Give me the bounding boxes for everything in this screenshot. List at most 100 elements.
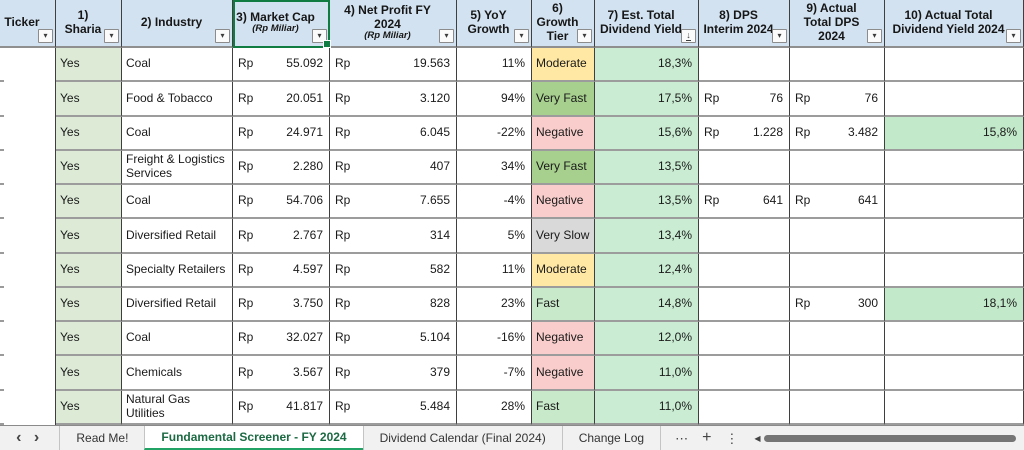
cell-yoy[interactable]: 34% xyxy=(457,150,532,186)
cell-yoy[interactable]: 5% xyxy=(457,219,532,254)
cell-est_yield[interactable]: 13,5% xyxy=(595,150,699,186)
filter-dropdown-icon[interactable]: ▾ xyxy=(577,29,592,43)
cell-actual_yield[interactable] xyxy=(885,219,1024,254)
filter-dropdown-icon[interactable]: ▾ xyxy=(772,29,787,43)
cell-tier[interactable]: Moderate xyxy=(532,48,595,83)
cell-est_yield[interactable]: 13,4% xyxy=(595,219,699,254)
cell-est_yield[interactable]: 11,0% xyxy=(595,356,699,391)
cell-actual_dps[interactable] xyxy=(790,322,885,357)
cell-industry[interactable]: Coal xyxy=(122,48,233,83)
cell-market_cap[interactable]: Rp 2.280 xyxy=(233,150,330,186)
sheet-menu-icon[interactable]: ⋮ xyxy=(725,430,739,446)
column-header-tier[interactable]: 6) Growth Tier ▾ xyxy=(532,0,595,48)
cell-actual_dps[interactable] xyxy=(790,48,885,83)
cell-actual_yield[interactable] xyxy=(885,322,1024,357)
cell-industry[interactable]: Food & Tobacco xyxy=(122,82,233,117)
cell-sharia[interactable]: Yes xyxy=(56,185,122,220)
cell-tier[interactable]: Negative xyxy=(532,116,595,151)
cell-sharia[interactable]: Yes xyxy=(56,116,122,151)
cell-dps_interim[interactable] xyxy=(699,219,790,254)
cell-industry[interactable]: Diversified Retail xyxy=(122,219,233,254)
cell-ticker[interactable] xyxy=(0,356,56,391)
cell-market_cap[interactable]: Rp 55.092 xyxy=(233,48,330,83)
add-sheet-button[interactable]: + xyxy=(702,429,712,446)
cell-sharia[interactable]: Yes xyxy=(56,390,122,425)
cell-ticker[interactable] xyxy=(0,185,56,220)
column-header-yoy[interactable]: 5) YoY Growth ▾ xyxy=(457,0,532,48)
cell-dps_interim[interactable] xyxy=(699,322,790,357)
cell-industry[interactable]: Coal xyxy=(122,322,233,357)
cell-actual_yield[interactable]: 15,8% xyxy=(885,116,1024,151)
cell-est_yield[interactable]: 18,3% xyxy=(595,48,699,83)
filter-sort-icon[interactable]: ↓ xyxy=(681,29,696,43)
cell-actual_dps[interactable] xyxy=(790,253,885,288)
scrollbar-left-arrow-icon[interactable]: ◀ xyxy=(754,433,761,443)
cell-dps_interim[interactable]: Rp 76 xyxy=(699,82,790,117)
filter-dropdown-icon[interactable]: ▾ xyxy=(439,29,454,43)
cell-market_cap[interactable]: Rp 54.706 xyxy=(233,185,330,220)
cell-sharia[interactable]: Yes xyxy=(56,287,122,323)
cell-net_profit[interactable]: Rp 6.045 xyxy=(330,116,457,151)
cell-net_profit[interactable]: Rp 5.104 xyxy=(330,322,457,357)
cell-net_profit[interactable]: Rp 407 xyxy=(330,150,457,186)
cell-tier[interactable]: Negative xyxy=(532,322,595,357)
cell-actual_dps[interactable]: Rp 641 xyxy=(790,185,885,220)
cell-net_profit[interactable]: Rp 3.120 xyxy=(330,82,457,117)
cell-dps_interim[interactable] xyxy=(699,48,790,83)
cell-net_profit[interactable]: Rp 582 xyxy=(330,253,457,288)
cell-industry[interactable]: Coal xyxy=(122,185,233,220)
cell-industry[interactable]: Freight & Logistics Services xyxy=(122,150,233,186)
column-header-market_cap[interactable]: 3) Market Cap (Rp Miliar) ▾ xyxy=(233,0,331,48)
sheet-tab-read-me[interactable]: Read Me! xyxy=(59,426,144,450)
filter-dropdown-icon[interactable]: ▾ xyxy=(1006,29,1021,43)
cell-actual_yield[interactable] xyxy=(885,150,1024,186)
cell-tier[interactable]: Negative xyxy=(532,185,595,220)
cell-market_cap[interactable]: Rp 3.750 xyxy=(233,287,330,323)
cell-market_cap[interactable]: Rp 24.971 xyxy=(233,116,330,151)
cell-actual_yield[interactable] xyxy=(885,356,1024,391)
cell-dps_interim[interactable] xyxy=(699,150,790,186)
sheet-tab-fundamental-screener-fy-2024[interactable]: Fundamental Screener - FY 2024 xyxy=(144,426,363,450)
cell-yoy[interactable]: 94% xyxy=(457,82,532,117)
cell-yoy[interactable]: 28% xyxy=(457,390,532,425)
filter-dropdown-icon[interactable]: ▾ xyxy=(38,29,53,43)
sheet-nav-right-icon[interactable]: › xyxy=(33,429,40,446)
cell-est_yield[interactable]: 17,5% xyxy=(595,82,699,117)
cell-dps_interim[interactable]: Rp 641 xyxy=(699,185,790,220)
cell-tier[interactable]: Fast xyxy=(532,287,595,323)
cell-net_profit[interactable]: Rp 5.484 xyxy=(330,390,457,425)
more-sheets-icon[interactable]: ⋯ xyxy=(675,430,689,446)
cell-market_cap[interactable]: Rp 32.027 xyxy=(233,322,330,357)
cell-sharia[interactable]: Yes xyxy=(56,82,122,117)
cell-yoy[interactable]: 11% xyxy=(457,48,532,83)
cell-actual_dps[interactable]: Rp 300 xyxy=(790,287,885,323)
cell-ticker[interactable] xyxy=(0,322,56,357)
cell-est_yield[interactable]: 15,6% xyxy=(595,116,699,151)
cell-est_yield[interactable]: 13,5% xyxy=(595,185,699,220)
filter-dropdown-icon[interactable]: ▾ xyxy=(867,29,882,43)
column-header-ticker[interactable]: Ticker ▾ xyxy=(0,0,56,48)
cell-sharia[interactable]: Yes xyxy=(56,322,122,357)
column-header-actual_yield[interactable]: 10) Actual Total Dividend Yield 2024 ▾ xyxy=(885,0,1024,48)
cell-ticker[interactable] xyxy=(0,253,56,288)
cell-dps_interim[interactable] xyxy=(699,356,790,391)
cell-market_cap[interactable]: Rp 3.567 xyxy=(233,356,330,391)
cell-dps_interim[interactable]: Rp 1.228 xyxy=(699,116,790,151)
cell-tier[interactable]: Very Slow xyxy=(532,219,595,254)
cell-dps_interim[interactable] xyxy=(699,390,790,425)
cell-tier[interactable]: Very Fast xyxy=(532,150,595,186)
column-header-dps_interim[interactable]: 8) DPS Interim 2024 ▾ xyxy=(699,0,790,48)
filter-dropdown-icon[interactable]: ▾ xyxy=(312,29,327,43)
cell-sharia[interactable]: Yes xyxy=(56,356,122,391)
cell-est_yield[interactable]: 11,0% xyxy=(595,390,699,425)
cell-yoy[interactable]: 11% xyxy=(457,253,532,288)
cell-actual_yield[interactable] xyxy=(885,48,1024,83)
sheet-nav-left-icon[interactable]: ‹ xyxy=(16,429,22,446)
cell-sharia[interactable]: Yes xyxy=(56,253,122,288)
cell-actual_yield[interactable] xyxy=(885,82,1024,117)
cell-dps_interim[interactable] xyxy=(699,253,790,288)
cell-actual_dps[interactable]: Rp 3.482 xyxy=(790,116,885,151)
cell-yoy[interactable]: -4% xyxy=(457,185,532,220)
column-header-actual_dps[interactable]: 9) Actual Total DPS 2024 ▾ xyxy=(790,0,885,48)
cell-industry[interactable]: Chemicals xyxy=(122,356,233,391)
